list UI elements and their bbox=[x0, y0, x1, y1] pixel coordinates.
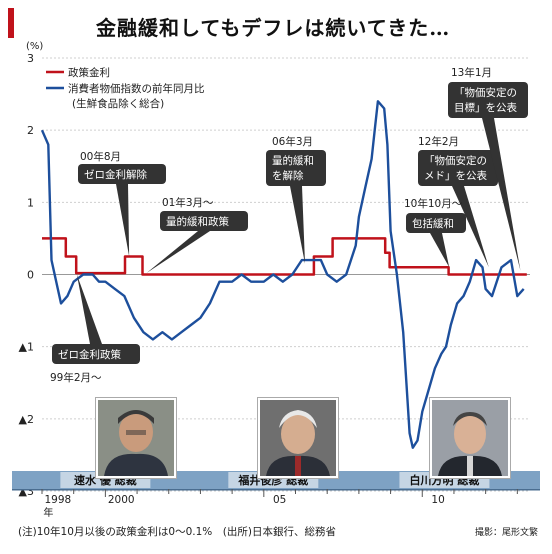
callout-zero-rate-box bbox=[52, 344, 140, 364]
callout-date-1999-02: 99年2月～ bbox=[50, 371, 102, 384]
callout-zero-rate-end-text: ゼロ金利解除 bbox=[84, 168, 147, 181]
callout-zero-rate-end-pointer bbox=[116, 184, 130, 257]
series-policy-rate bbox=[42, 237, 527, 276]
x-tick-label: 2000 bbox=[108, 494, 135, 506]
y-tick-label: 3 bbox=[27, 52, 34, 65]
callout-date-2000-08: 00年8月 bbox=[80, 150, 121, 163]
y-axis-unit: (%) bbox=[26, 41, 43, 52]
callout-zero-rate-pointer bbox=[76, 274, 102, 344]
footnote: (注)10年10月以後の政策金利は0～0.1% (出所)日本銀行、総務省 bbox=[18, 526, 336, 538]
x-tick-label: 05 bbox=[273, 494, 286, 506]
callout-qe-end-pointer bbox=[290, 186, 306, 264]
legend-label-policy: 政策金利 bbox=[68, 66, 110, 79]
callout-date-2010-10: 10年10月～ bbox=[404, 197, 463, 210]
y-tick-label: 0 bbox=[27, 269, 34, 282]
callout-date-2012-02: 12年2月 bbox=[418, 135, 459, 148]
portrait-fukui bbox=[258, 398, 338, 478]
callout-price-goal-text: 「物価安定の bbox=[424, 154, 487, 167]
y-tick-label: 2 bbox=[27, 124, 34, 137]
title-accent-bar bbox=[8, 8, 14, 38]
callout-qe-box bbox=[160, 211, 248, 231]
callout-date-2006-03: 06年3月 bbox=[272, 135, 313, 148]
callout-date-2001-03: 01年3月～ bbox=[162, 196, 214, 209]
y-tick-label: ▲1 bbox=[19, 341, 34, 354]
callout-comprehensive-text: 包括緩和 bbox=[412, 217, 454, 230]
portrait-hayami bbox=[96, 398, 176, 478]
callout-price-goal-box bbox=[418, 150, 498, 186]
series-cpi bbox=[40, 100, 525, 449]
x-tick-label: 10 bbox=[431, 494, 444, 506]
callout-price-target-pointer bbox=[482, 118, 521, 271]
callout-price-goal-pointer bbox=[452, 186, 489, 268]
legend-label-cpi: 消費者物価指数の前年同月比 bbox=[68, 82, 205, 95]
callout-price-target-box bbox=[448, 82, 528, 118]
portrait-shirakawa bbox=[430, 398, 510, 478]
callout-zero-rate-end-box bbox=[78, 164, 166, 184]
callout-price-goal-text-2: メド」を公表 bbox=[424, 169, 487, 182]
callout-comprehensive-pointer bbox=[430, 233, 450, 268]
y-tick-label: 1 bbox=[27, 196, 34, 209]
callout-qe-end-box bbox=[266, 150, 326, 186]
callout-qe-end-text-2: を解除 bbox=[272, 169, 304, 182]
callout-qe-pointer bbox=[146, 231, 210, 274]
callout-zero-rate-text: ゼロ金利政策 bbox=[58, 348, 121, 361]
photo-credit: 撮影：尾形文繁 bbox=[474, 528, 538, 538]
callout-price-target-text-2: 目標」を公表 bbox=[454, 101, 517, 114]
y-tick-label: ▲2 bbox=[19, 413, 34, 426]
callout-qe-end-text: 量的緩和 bbox=[272, 154, 314, 167]
x-tick-unit: 年 bbox=[43, 506, 53, 519]
x-axis-line bbox=[12, 489, 540, 491]
callout-qe-text: 量的緩和政策 bbox=[166, 215, 229, 228]
callout-date-2013-01: 13年1月 bbox=[451, 66, 492, 79]
x-tick-label: 1998 bbox=[44, 494, 71, 506]
page-title: 金融緩和してもデフレは続いてきた… bbox=[96, 16, 451, 40]
callout-price-target-text: 「物価安定の bbox=[454, 86, 517, 99]
legend-label-cpi-sub: (生鮮食品除く総合) bbox=[72, 97, 164, 110]
callout-comprehensive-box bbox=[406, 213, 466, 233]
